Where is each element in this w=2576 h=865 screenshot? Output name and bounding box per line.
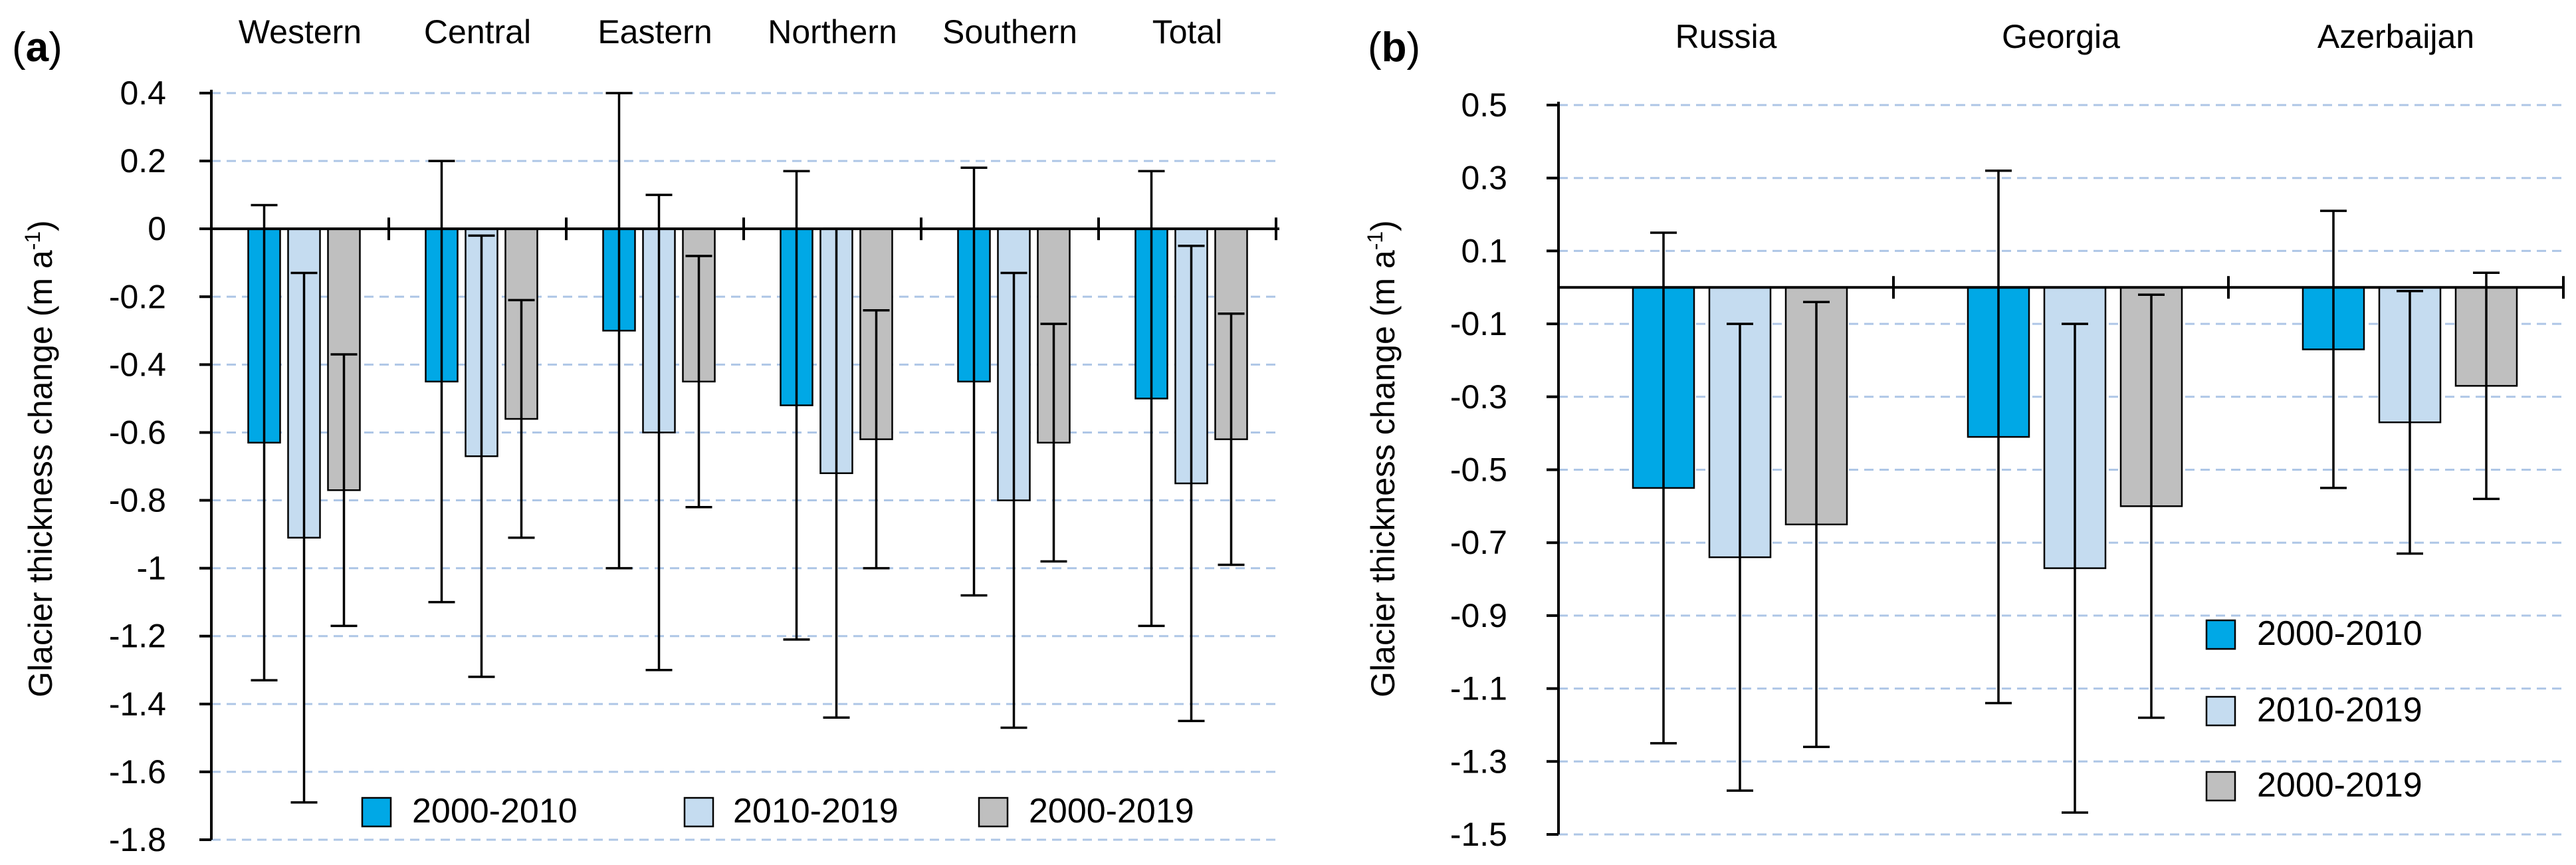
y-tick-label: 0.1 <box>1461 232 1507 269</box>
panel-a-axes <box>199 90 1279 841</box>
y-tick-label: -1.2 <box>109 618 166 655</box>
panel-b-label: (b) <box>1368 25 1420 70</box>
y-tick-label: -0.3 <box>1450 378 1507 416</box>
panel-a-error-bars <box>251 92 1245 804</box>
y-tick-label: -1 <box>137 550 166 587</box>
y-tick-label: -1.5 <box>1450 816 1507 853</box>
y-tick-label: 0 <box>148 210 166 247</box>
y-tick-label: -1.4 <box>109 685 166 723</box>
y-tick-label: -1.6 <box>109 753 166 791</box>
y-tick-label: -0.2 <box>109 278 166 315</box>
category-label-Russia: Russia <box>1675 18 1777 55</box>
legend-label-2000-2019: 2000-2019 <box>2257 766 2422 804</box>
panel-a-bars <box>247 227 1248 539</box>
legend-swatch-2010-2019 <box>2205 695 2236 727</box>
y-tick-label: -1.1 <box>1450 670 1507 707</box>
legend-label-2000-2010: 2000-2010 <box>2257 614 2422 653</box>
category-label-Northern: Northern <box>768 13 897 51</box>
y-tick-label: -0.8 <box>109 482 166 519</box>
y-tick-label: -0.4 <box>109 346 166 383</box>
y-tick-label: -1.3 <box>1450 743 1507 780</box>
category-label-Central: Central <box>424 13 531 51</box>
panel-b-axes <box>1547 102 2565 836</box>
y-tick-label: -1.8 <box>109 821 166 858</box>
category-label-Azerbaijan: Azerbaijan <box>2317 18 2474 55</box>
panel-a: (a) Glacier thickness change (m a-1) 0.4… <box>12 13 1279 858</box>
panel-a-letter: a <box>26 25 49 70</box>
legend-label-2000-2010: 2000-2010 <box>412 792 578 830</box>
category-label-Western: Western <box>239 13 362 51</box>
y-tick-label: -0.7 <box>1450 524 1507 561</box>
y-tick-label: -0.6 <box>109 414 166 451</box>
category-label-Eastern: Eastern <box>597 13 712 51</box>
category-label-Total: Total <box>1152 13 1223 51</box>
y-tick-label: 0.4 <box>120 74 166 112</box>
panel-b-y-axis-label: Glacier thickness change (m a-1) <box>1363 220 1402 697</box>
legend-swatch-2000-2010 <box>2205 619 2236 650</box>
y-tick-label: -0.5 <box>1450 451 1507 489</box>
legend-label-2010-2019: 2010-2019 <box>733 792 899 830</box>
panel-a-y-tick-labels: 0.4 0.2 0 -0.2 -0.4 -0.6 -0.8 -1 -1.2 -1.4 -1.6 -1.… <box>109 74 166 858</box>
y-tick-label: 0.5 <box>1461 86 1507 124</box>
y-tick-label: -0.1 <box>1450 305 1507 342</box>
legend-swatch-2010-2019 <box>683 797 714 828</box>
category-label-Southern: Southern <box>942 13 1077 51</box>
category-label-Georgia: Georgia <box>2002 18 2120 55</box>
panel-a-gridlines <box>211 92 1279 841</box>
y-tick-label: -0.9 <box>1450 597 1507 634</box>
panel-a-y-axis-label: Glacier thickness change (m a-1) <box>21 220 59 697</box>
y-tick-label: 0.2 <box>120 142 166 180</box>
legend-swatch-2000-2019 <box>2205 771 2236 802</box>
panel-b-letter: b <box>1382 25 1407 70</box>
panel-a-legend: 2000-2010 2010-2019 2000-2019 <box>361 792 1194 830</box>
y-tick-label: 0.3 <box>1461 160 1507 197</box>
panel-b-legend: 2000-2010 2010-2019 2000-2019 <box>2205 614 2422 804</box>
panel-b: (b) Glacier thickness change (m a-1) 0.5… <box>1363 18 2565 853</box>
legend-label-2010-2019: 2010-2019 <box>2257 691 2422 729</box>
legend-label-2000-2019: 2000-2019 <box>1029 792 1194 830</box>
legend-swatch-2000-2019 <box>978 797 1009 828</box>
panel-b-error-bars <box>1650 169 2500 814</box>
legend-swatch-2000-2010 <box>361 797 392 828</box>
panel-a-category-labels: Western Central Eastern Northern Southern Tot… <box>239 13 1222 51</box>
panel-b-category-labels: Russia Georgia Azerbaijan <box>1675 18 2475 55</box>
panel-a-label: (a) <box>12 25 62 70</box>
panel-b-y-tick-labels: 0.5 0.3 0.1 -0.1 -0.3 -0.5 -0.7 -0.9 -1.1 -1.3 -1.… <box>1450 86 1507 853</box>
